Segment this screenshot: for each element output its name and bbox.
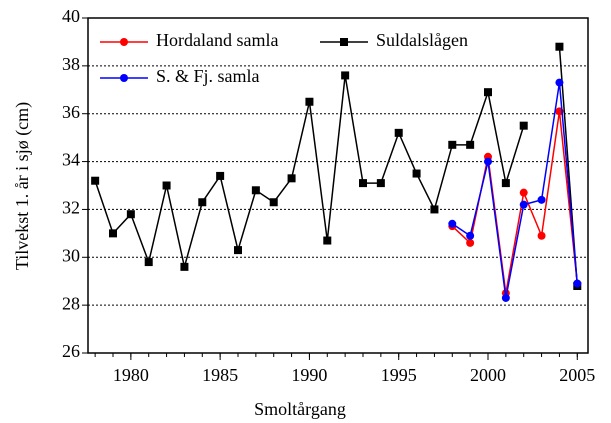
marker [109, 229, 117, 238]
marker [537, 195, 546, 204]
marker [555, 42, 564, 51]
marker [287, 174, 296, 183]
marker [216, 171, 225, 180]
x-tick-label: 2000 [470, 365, 506, 385]
legend-marker [120, 38, 128, 46]
marker [430, 205, 439, 214]
marker [269, 198, 278, 207]
marker [519, 200, 528, 209]
marker [448, 140, 457, 149]
x-axis-label: Smoltårgang [254, 399, 346, 419]
marker [466, 140, 475, 149]
legend-marker [120, 74, 128, 82]
marker [537, 231, 546, 240]
series-line [451, 82, 579, 299]
marker [144, 258, 153, 267]
marker [466, 238, 475, 247]
series-line [451, 111, 579, 294]
y-axis-label: Tilvekst 1. år i sjø (cm) [12, 102, 33, 270]
legend-marker [340, 38, 348, 46]
y-tick-label: 40 [62, 6, 80, 26]
plot-frame [87, 17, 589, 354]
marker [126, 210, 135, 219]
y-tick-label: 32 [62, 198, 80, 218]
y-tick-label: 30 [62, 245, 80, 265]
marker [323, 236, 332, 245]
y-tick-label: 26 [62, 341, 80, 361]
marker [501, 293, 510, 302]
marker [573, 279, 582, 288]
y-tick-label: 28 [62, 293, 80, 313]
marker [91, 176, 100, 185]
legend-label: Hordaland samla [156, 30, 278, 50]
marker [555, 78, 564, 87]
marker [484, 88, 492, 97]
x-tick-label: 1995 [381, 365, 417, 385]
marker [180, 262, 189, 271]
marker [305, 97, 314, 106]
marker [359, 179, 367, 188]
marker [394, 128, 403, 137]
marker [251, 186, 260, 195]
marker [341, 71, 350, 80]
x-tick-label: 1980 [113, 365, 149, 385]
marker [412, 169, 421, 178]
marker [519, 188, 528, 197]
legend-label: Suldalslågen [376, 30, 468, 50]
marker [376, 179, 385, 188]
marker [448, 219, 457, 228]
marker [519, 121, 528, 130]
marker [162, 181, 171, 190]
x-tick-label: 1985 [202, 365, 238, 385]
legend-label: S. & Fj. samla [156, 66, 260, 86]
x-tick-label: 1990 [291, 365, 327, 385]
marker [466, 231, 475, 240]
marker [484, 157, 492, 166]
marker [501, 179, 510, 188]
y-tick-label: 36 [62, 102, 80, 122]
y-tick-label: 38 [62, 54, 80, 74]
marker [198, 198, 207, 207]
marker [234, 246, 242, 255]
y-tick-label: 34 [62, 150, 80, 170]
x-tick-label: 2005 [559, 365, 595, 385]
